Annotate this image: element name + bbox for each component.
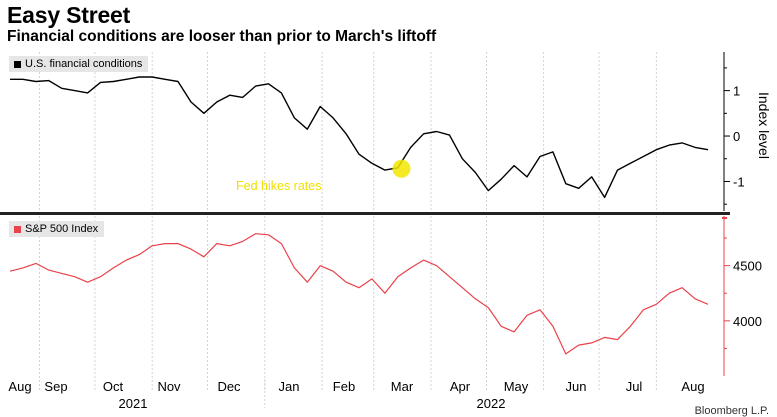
x-tick-label: Dec [217,379,241,394]
x-tick-label: Jun [566,379,587,394]
fci-y-axis-title: Index level [756,92,772,159]
x-tick-label: May [504,379,529,394]
source-label: Bloomberg L.P. [694,405,769,417]
fci-y-tick-label: -1 [733,174,745,189]
fci-y-tick-label: 0 [733,129,740,144]
fed-hikes-marker [392,159,411,178]
spx-legend-swatch [14,225,21,233]
spx-y-tick-label: 4000 [733,314,762,329]
x-tick-label: Sep [44,379,67,394]
x-tick-label: Mar [391,379,414,394]
spx-legend-label: S&P 500 Index [25,223,99,235]
fci-legend-label: U.S. financial conditions [25,58,143,70]
spx-series-line [9,233,709,355]
fci-y-tick-label: 1 [733,84,740,99]
x-tick-label: Feb [333,379,355,394]
x-tick-label: Jul [626,379,643,394]
spx-y-tick-label: 4500 [733,259,762,274]
x-tick-label: Aug [8,379,31,394]
x-year-label: 2021 [119,396,148,411]
x-year-label: 2022 [477,396,506,411]
fed-hikes-annotation: Fed hikes rates [236,179,322,193]
x-tick-label: Apr [450,379,471,394]
x-tick-label: Oct [103,379,124,394]
fci-legend-swatch [14,60,21,68]
spx-legend: S&P 500 Index [9,221,105,237]
x-tick-label: Nov [157,379,181,394]
chart-subtitle: Financial conditions are looser than pri… [7,28,437,45]
chart-title: Easy Street [7,2,131,28]
fci-legend: U.S. financial conditions [9,56,149,72]
fci-series-line [10,76,709,199]
x-tick-label: Jan [279,379,300,394]
x-tick-label: Aug [681,379,704,394]
